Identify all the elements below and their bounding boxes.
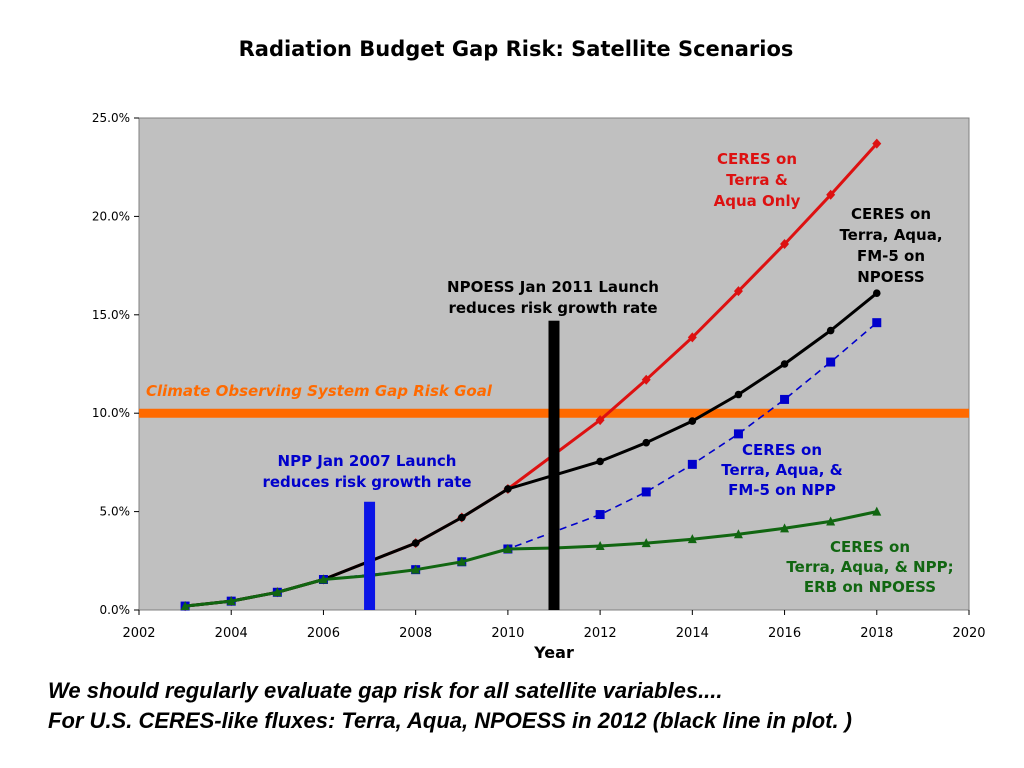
series-label: CERES on	[717, 150, 797, 168]
annotation-group: CERES on Terra & Aqua Only CERES on Terra, A…	[714, 150, 954, 596]
data-point	[641, 374, 651, 385]
data-point	[826, 326, 835, 335]
data-point	[411, 539, 420, 547]
series-label: CERES on	[830, 538, 910, 556]
data-point	[872, 506, 882, 516]
x-tick-label: 2010	[491, 626, 524, 641]
footer-line-2: For U.S. CERES-like fluxes: Terra, Aqua,…	[48, 708, 853, 733]
x-tick-label: 2018	[860, 626, 893, 641]
launch-bar-label: reduces risk growth rate	[448, 299, 657, 317]
data-point	[642, 438, 651, 447]
goal-line-label: Climate Observing System Gap Risk Goal	[146, 382, 493, 400]
y-tick-label: 20.0%	[92, 209, 130, 223]
data-point	[595, 510, 605, 520]
data-point	[318, 574, 328, 584]
data-point	[780, 360, 789, 368]
data-point	[733, 429, 743, 439]
data-point	[872, 289, 881, 297]
gap-risk-chart: Radiation Budget Gap Risk: Satellite Sce…	[92, 37, 986, 662]
x-tick-label: 2002	[122, 626, 155, 641]
data-point	[780, 238, 790, 249]
data-point	[688, 417, 697, 425]
x-tick-label: 2008	[399, 626, 432, 641]
series-label: CERES on	[742, 441, 822, 459]
x-axis-label: Year	[533, 643, 574, 662]
x-tick-label: 2012	[584, 626, 617, 641]
launch-bar-2011	[548, 320, 560, 610]
data-point	[826, 189, 836, 200]
launch-bar-label: NPOESS Jan 2011 Launch	[447, 278, 659, 296]
data-point	[641, 487, 651, 497]
data-point	[596, 457, 604, 466]
data-point	[687, 534, 697, 544]
data-point	[734, 390, 743, 399]
data-point	[503, 543, 513, 553]
data-point	[504, 485, 512, 493]
x-tick-label: 2006	[307, 626, 340, 641]
data-point	[595, 541, 605, 551]
series-label: Terra, Aqua, & NPP;	[786, 558, 953, 576]
launch-bar-label: reduces risk growth rate	[262, 473, 471, 491]
x-axis: 2002 2004 2006 2008 2010 2012 2014 2016 2018 2020	[122, 610, 986, 641]
data-point	[826, 357, 836, 367]
data-point	[272, 587, 282, 597]
y-tick-label: 10.0%	[92, 406, 130, 420]
data-point	[595, 415, 605, 426]
series-label: NPOESS	[857, 268, 924, 286]
chart-title: Radiation Budget Gap Risk: Satellite Sce…	[239, 37, 794, 61]
launch-bar-2007	[364, 501, 376, 610]
footer-notes: We should regularly evaluate gap risk fo…	[48, 676, 1008, 736]
series-label: FM-5 on NPP	[728, 481, 836, 499]
data-point	[780, 523, 790, 533]
data-point	[411, 564, 421, 574]
series-label: FM-5 on	[857, 247, 925, 265]
data-point	[826, 516, 836, 526]
data-point	[226, 596, 236, 606]
launch-bar-label: NPP Jan 2007 Launch	[278, 452, 457, 470]
series-line-4	[184, 510, 878, 608]
series-label: ERB on NPOESS	[804, 578, 936, 596]
x-tick-label: 2016	[768, 626, 801, 641]
y-tick-label: 15.0%	[92, 308, 130, 322]
data-point	[180, 601, 190, 611]
launch-bar-group: NPP Jan 2007 Launch reduces risk growth r…	[262, 278, 659, 610]
x-tick-label: 2004	[215, 626, 248, 641]
data-point	[780, 394, 790, 404]
series-label: CERES on	[851, 205, 931, 223]
data-point	[872, 318, 882, 328]
data-point	[687, 459, 697, 469]
footer-line-1: We should regularly evaluate gap risk fo…	[48, 678, 723, 703]
data-point	[687, 332, 697, 343]
y-tick-label: 25.0%	[92, 111, 130, 125]
series-label: Terra, Aqua, &	[721, 461, 842, 479]
data-point	[733, 529, 743, 539]
y-tick-label: 0.0%	[100, 603, 131, 617]
series-label: Terra, Aqua,	[839, 226, 942, 244]
data-point	[457, 513, 466, 522]
data-point	[872, 138, 882, 149]
y-tick-label: 5.0%	[100, 505, 131, 519]
series-label: Terra &	[726, 171, 788, 189]
series-label: Aqua Only	[714, 192, 801, 210]
y-axis: 0.0% 5.0% 10.0% 15.0% 20.0% 25.0%	[92, 111, 139, 617]
data-point	[733, 286, 743, 297]
data-point	[641, 538, 651, 548]
x-tick-label: 2014	[676, 626, 709, 641]
x-tick-label: 2020	[952, 626, 985, 641]
data-point	[457, 556, 467, 566]
